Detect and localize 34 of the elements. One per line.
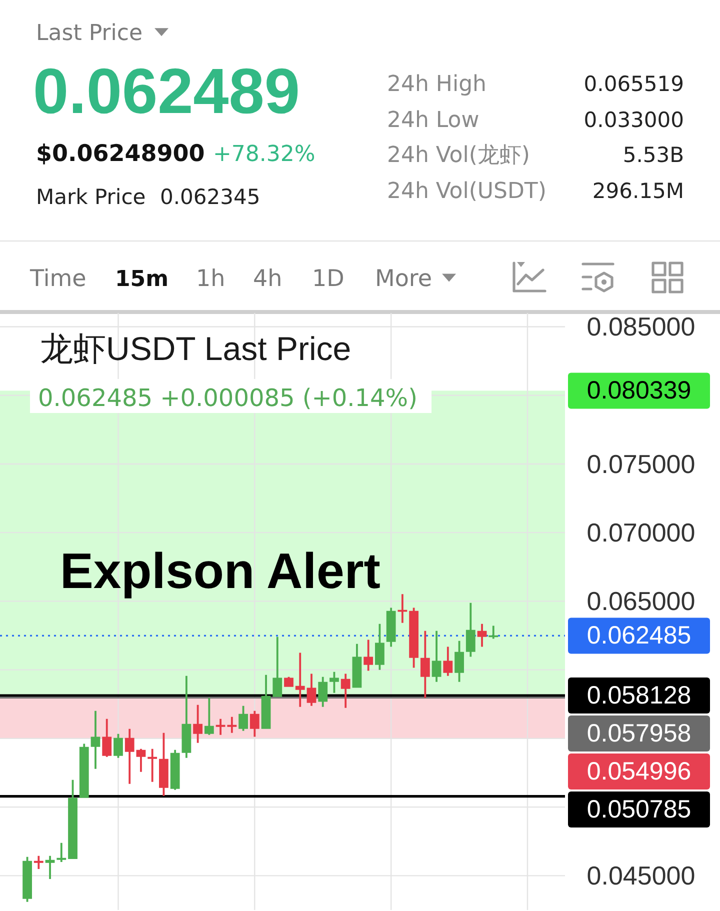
text: 15m	[115, 267, 169, 292]
ref-line-label: 0.057958	[586, 720, 692, 748]
text: 5.53B	[622, 143, 684, 167]
text: 296.15M	[592, 179, 684, 203]
y-tick-label: 0.065000	[586, 586, 696, 616]
ref-line-label: 0.050785	[586, 796, 692, 824]
band-label: 0.054996	[586, 758, 692, 786]
text: Mark Price	[36, 185, 146, 209]
text: 1D	[312, 266, 344, 292]
text: Time	[29, 266, 86, 292]
text: $0.06248900	[36, 141, 205, 167]
text: +78.32%	[213, 142, 316, 167]
text: More	[375, 266, 432, 292]
text: 0.062489	[33, 55, 300, 127]
text: 24h High	[387, 72, 486, 97]
ref-line-label: 0.058128	[586, 682, 692, 710]
text: Last Price	[36, 21, 142, 46]
annotation: Explson Alert	[60, 543, 381, 599]
text: 0.033000	[584, 108, 684, 132]
text: 0.062345	[160, 185, 260, 209]
text: 0.062485 +0.000085 (+0.14%)	[38, 384, 418, 412]
y-tick-label: 0.070000	[586, 518, 696, 548]
text: 24h Vol(USDT)	[387, 179, 546, 204]
y-tick-label: 0.085000	[586, 312, 696, 342]
y-tick-label: 0.075000	[586, 448, 696, 479]
text: 0.065519	[584, 72, 684, 96]
text: 龙虾USDT Last Price	[40, 330, 352, 367]
text: 1h	[196, 266, 226, 292]
ref-line-label: 0.062485	[586, 622, 692, 650]
text: 24h Low	[387, 108, 480, 133]
text: 4h	[253, 266, 282, 292]
text: 24h Vol(龙虾)	[387, 143, 530, 168]
y-tick-label: 0.045000	[586, 860, 696, 891]
band-label: 0.080339	[586, 376, 692, 405]
